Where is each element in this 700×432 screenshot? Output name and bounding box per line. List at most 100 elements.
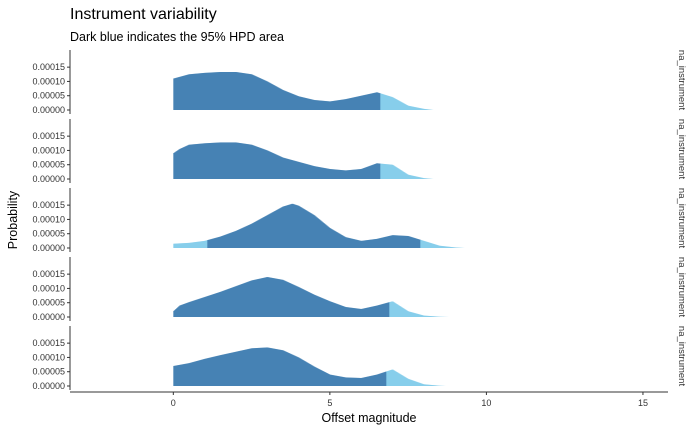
density-bar [286, 158, 288, 179]
density-bar [370, 306, 372, 317]
density-bar [228, 233, 230, 248]
density-bar [370, 375, 372, 386]
density-bar [368, 307, 370, 317]
density-bar [185, 363, 187, 386]
density-bar [227, 72, 229, 110]
density-bar [402, 375, 404, 386]
density-bar [254, 348, 256, 386]
density-bar [250, 144, 252, 179]
density-bar [350, 238, 352, 248]
density-bar [424, 315, 426, 317]
facet-panel-3: 0.00000 0.00005 0.00010 0.00015 na_instrumen… [32, 188, 687, 253]
density-bar [384, 236, 386, 248]
density-bar [373, 164, 375, 179]
density-bar [364, 377, 366, 386]
density-bar [208, 143, 210, 179]
density-bar [412, 312, 414, 317]
density-bar [235, 72, 237, 110]
density-bar [367, 307, 369, 317]
density-bar [358, 169, 360, 179]
density-bar [179, 305, 181, 317]
density-bar [346, 98, 348, 110]
density-bar [239, 143, 241, 179]
density-bar [247, 73, 249, 110]
density-bar [362, 377, 364, 386]
density-bar [412, 106, 414, 110]
density-bar [198, 73, 200, 110]
density-bar [263, 217, 265, 248]
density-bar [342, 306, 344, 317]
density-bar [419, 108, 421, 110]
density-bar [337, 376, 339, 386]
density-bar [411, 237, 413, 248]
density-bar [267, 347, 269, 386]
density-bar [339, 99, 341, 110]
density-bar [242, 227, 244, 248]
density-bar [176, 243, 178, 248]
density-bar [301, 207, 303, 248]
density-bar [405, 104, 407, 110]
density-bar [330, 301, 332, 317]
density-bar [306, 291, 308, 317]
density-bar [338, 100, 340, 110]
density-bar [329, 301, 331, 317]
density-bar [366, 376, 368, 386]
density-bar [293, 160, 295, 179]
density-bar [274, 348, 276, 386]
density-bar [286, 91, 288, 110]
density-bar [411, 106, 413, 110]
density-bar [193, 144, 195, 179]
density-bar [265, 347, 267, 386]
density-bar [432, 316, 434, 317]
density-bar [398, 373, 400, 386]
y-tick-label: 0.00015 [32, 338, 65, 348]
density-bar [304, 361, 306, 386]
density-bar [251, 74, 253, 110]
density-bar [267, 150, 269, 179]
density-bar [307, 164, 309, 179]
density-bar [389, 370, 391, 386]
density-bar [393, 97, 395, 110]
density-bar [399, 373, 401, 386]
density-bar [335, 375, 337, 386]
density-bar [383, 163, 385, 179]
density-bar [329, 168, 331, 179]
density-bar [189, 144, 191, 179]
density-bar [198, 143, 200, 179]
density-bar [369, 239, 371, 248]
density-bar [386, 95, 388, 110]
density-bar [273, 153, 275, 179]
density-bar [421, 240, 423, 248]
density-bar [238, 72, 240, 110]
density-bar [314, 294, 316, 317]
density-bar [322, 222, 324, 248]
density-bar [371, 306, 373, 317]
density-bar [354, 377, 356, 386]
density-bar [359, 377, 361, 386]
density-bar [231, 232, 233, 248]
density-bar [186, 145, 188, 179]
density-bar [293, 94, 295, 110]
density-bar [399, 305, 401, 317]
density-bar [320, 369, 322, 386]
density-bar [280, 88, 282, 110]
density-bar [245, 349, 247, 386]
density-bar [300, 207, 302, 248]
density-bar [364, 94, 366, 110]
density-bar [225, 289, 227, 317]
density-bar [218, 142, 220, 179]
density-bar [278, 155, 280, 179]
density-bar [199, 298, 201, 317]
density-bar [278, 208, 280, 248]
density-bar [193, 361, 195, 386]
density-bar [260, 278, 262, 317]
density-bar [200, 359, 202, 386]
density-bar [179, 243, 181, 248]
density-bar [411, 312, 413, 317]
density-bar [298, 287, 300, 317]
density-bar [173, 365, 175, 386]
density-bar [406, 173, 408, 179]
density-bar [262, 347, 264, 386]
density-bar [429, 316, 431, 317]
density-bar [249, 348, 251, 386]
